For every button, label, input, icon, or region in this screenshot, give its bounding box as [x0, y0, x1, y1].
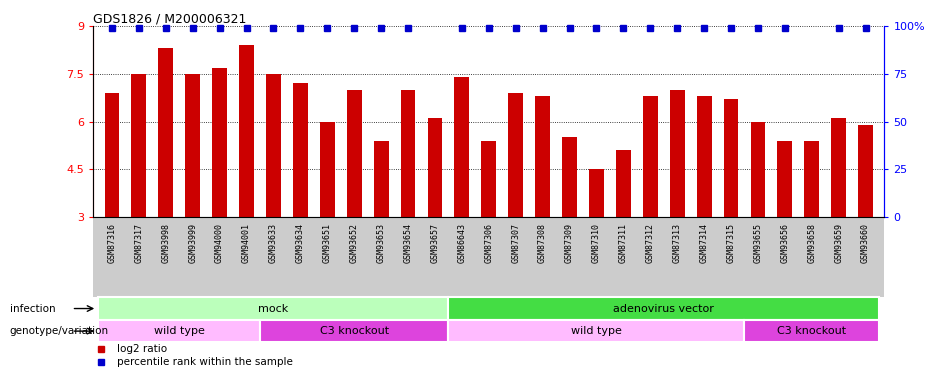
Bar [449, 297, 879, 320]
Text: GDS1826 / M200006321: GDS1826 / M200006321 [93, 12, 247, 25]
Bar [400, 90, 415, 217]
Bar [858, 125, 873, 217]
Text: adenovirus vector: adenovirus vector [614, 303, 714, 313]
Text: wild type: wild type [571, 326, 622, 336]
Bar [777, 141, 792, 217]
Bar [239, 45, 254, 217]
Bar [449, 320, 745, 342]
Bar [320, 122, 334, 217]
Bar [99, 320, 260, 342]
Text: GSM93998: GSM93998 [161, 224, 170, 263]
Text: C3 knockout: C3 knockout [319, 326, 389, 336]
Text: GSM87317: GSM87317 [134, 224, 143, 263]
Text: GSM93999: GSM93999 [188, 224, 197, 263]
Text: GSM93659: GSM93659 [834, 224, 843, 263]
Text: percentile rank within the sample: percentile rank within the sample [117, 357, 292, 368]
Text: genotype/variation: genotype/variation [9, 326, 109, 336]
Text: GSM86643: GSM86643 [457, 224, 466, 263]
Text: GSM87312: GSM87312 [646, 224, 654, 263]
Bar [104, 93, 119, 217]
Bar [212, 68, 227, 217]
Bar [185, 74, 200, 217]
Text: GSM87311: GSM87311 [619, 224, 627, 263]
Bar [99, 297, 449, 320]
Bar [616, 150, 631, 217]
Text: GSM93658: GSM93658 [807, 224, 816, 263]
Text: GSM93656: GSM93656 [780, 224, 789, 263]
Text: GSM93652: GSM93652 [350, 224, 358, 263]
Bar [562, 138, 577, 217]
Text: GSM93655: GSM93655 [753, 224, 762, 263]
Text: GSM87315: GSM87315 [726, 224, 735, 263]
Bar [266, 74, 281, 217]
Bar [373, 141, 388, 217]
Text: GSM87308: GSM87308 [538, 224, 547, 263]
Text: GSM93660: GSM93660 [861, 224, 870, 263]
Text: GSM87316: GSM87316 [107, 224, 116, 263]
Bar [669, 90, 684, 217]
Bar [804, 141, 819, 217]
Text: GSM93634: GSM93634 [296, 224, 304, 263]
Text: GSM93657: GSM93657 [430, 224, 439, 263]
Bar [831, 118, 846, 217]
Bar [481, 141, 496, 217]
Text: GSM87306: GSM87306 [484, 224, 493, 263]
Bar [293, 84, 308, 217]
Bar [696, 96, 711, 217]
Bar [454, 77, 469, 217]
Bar [131, 74, 146, 217]
Bar [346, 90, 361, 217]
Text: GSM93653: GSM93653 [377, 224, 385, 263]
Text: GSM87307: GSM87307 [511, 224, 520, 263]
Bar [158, 48, 173, 217]
Text: GSM87310: GSM87310 [592, 224, 600, 263]
Bar [260, 320, 449, 342]
Bar [589, 169, 604, 217]
Bar [508, 93, 523, 217]
Text: GSM87309: GSM87309 [565, 224, 574, 263]
Text: GSM87313: GSM87313 [673, 224, 681, 263]
Text: GSM93651: GSM93651 [323, 224, 331, 263]
Text: C3 knockout: C3 knockout [777, 326, 846, 336]
Text: GSM94000: GSM94000 [215, 224, 224, 263]
Text: GSM93654: GSM93654 [403, 224, 412, 263]
Text: GSM94001: GSM94001 [242, 224, 251, 263]
Bar [427, 118, 442, 217]
Text: mock: mock [258, 303, 289, 313]
Text: infection: infection [9, 303, 55, 313]
Bar [643, 96, 657, 217]
Bar [745, 320, 879, 342]
Bar [750, 122, 765, 217]
Bar [535, 96, 550, 217]
Text: GSM93633: GSM93633 [269, 224, 278, 263]
Text: log2 ratio: log2 ratio [117, 344, 167, 354]
Text: GSM87314: GSM87314 [699, 224, 708, 263]
Text: wild type: wild type [154, 326, 205, 336]
Bar [723, 99, 738, 217]
